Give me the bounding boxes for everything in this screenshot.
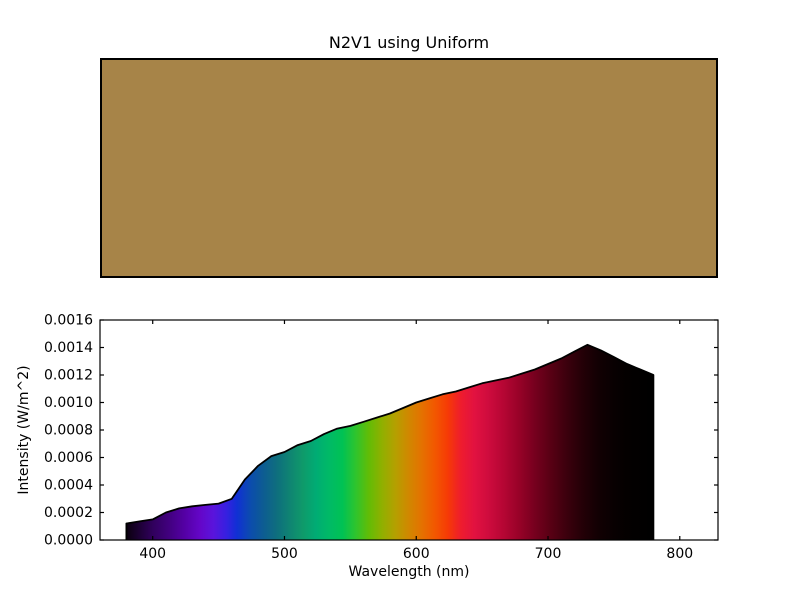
svg-text:700: 700 [535,546,562,562]
svg-text:600: 600 [403,546,430,562]
svg-text:0.0016: 0.0016 [44,313,93,329]
y-axis-label: Intensity (W/m^2) [16,365,32,495]
svg-text:0.0008: 0.0008 [44,423,93,439]
svg-text:0.0002: 0.0002 [44,505,93,521]
svg-text:500: 500 [271,546,298,562]
svg-text:0.0004: 0.0004 [44,478,93,494]
uniform-color-swatch [100,58,718,278]
svg-text:800: 800 [666,546,693,562]
svg-text:0.0010: 0.0010 [44,395,93,411]
svg-text:0.0012: 0.0012 [44,368,93,384]
svg-text:0.0000: 0.0000 [44,533,93,549]
svg-text:0.0014: 0.0014 [44,340,93,356]
svg-text:400: 400 [139,546,166,562]
plot-title: N2V1 using Uniform [328,33,490,52]
svg-text:0.0006: 0.0006 [44,450,93,466]
x-axis-label: Wavelength (nm) [348,564,470,580]
